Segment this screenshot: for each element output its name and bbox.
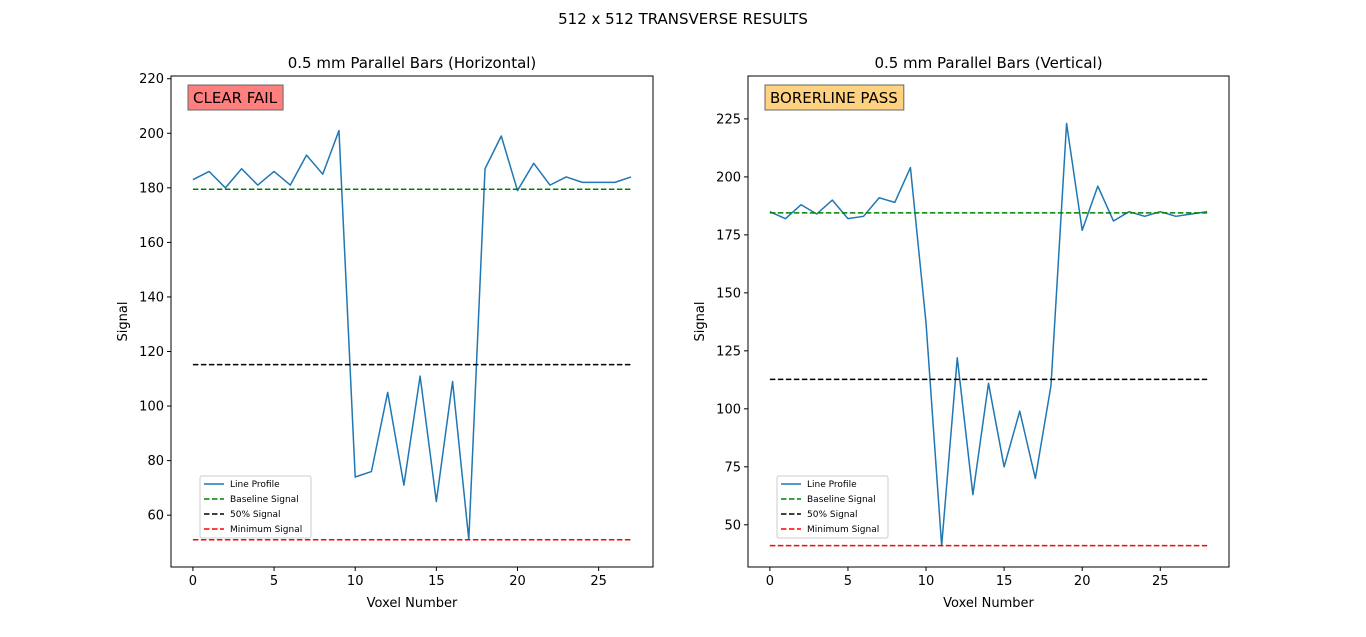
series-line-line-profile: [192, 129, 632, 541]
status-badge-text: CLEAR FAIL: [193, 89, 278, 107]
legend-label: Minimum Signal: [807, 525, 879, 535]
y-tick-label: 200: [716, 170, 741, 185]
y-tick-label: 175: [716, 228, 741, 243]
y-tick-label: 200: [139, 127, 164, 142]
y-tick-label: 80: [147, 454, 164, 469]
status-badge-box: [187, 84, 284, 111]
legend: Line Profile Baseline Signal 50% Signal Min…: [776, 475, 889, 539]
chart-title: 0.5 mm Parallel Bars (Horizontal): [288, 54, 537, 72]
x-tick-label: 0: [189, 574, 197, 589]
x-tick-label: 25: [590, 574, 607, 589]
legend-box: [199, 475, 312, 539]
legend-label: Baseline Signal: [230, 495, 299, 505]
y-tick-label: 180: [139, 181, 164, 196]
legend-box: [776, 475, 889, 539]
y-tick-label: 75: [724, 460, 741, 475]
legend-label: 50% Signal: [807, 510, 858, 520]
y-tick-label: 225: [716, 112, 741, 127]
x-axis-label: Voxel Number: [943, 596, 1034, 611]
x-tick-label: 25: [1152, 574, 1169, 589]
y-tick-label: 100: [716, 402, 741, 417]
y-tick-label: 60: [147, 509, 164, 524]
x-tick-label: 20: [1074, 574, 1091, 589]
y-tick-label: 160: [139, 236, 164, 251]
y-tick-label: 50: [724, 518, 741, 533]
x-tick-label: 15: [996, 574, 1013, 589]
vertical-bars-chart: 0.5 mm Parallel Bars (Vertical) 0 5 10 15 20 2…: [693, 54, 1230, 611]
status-badge: BORERLINE PASS: [764, 84, 905, 111]
y-tick-label: 100: [139, 400, 164, 415]
x-tick-label: 20: [509, 574, 526, 589]
legend: Line Profile Baseline Signal 50% Signal Min…: [199, 475, 312, 539]
y-tick-label: 120: [139, 345, 164, 360]
legend-label: Minimum Signal: [230, 525, 302, 535]
x-axis-label: Voxel Number: [367, 596, 458, 611]
y-tick-label: 140: [139, 290, 164, 305]
status-badge-box: [764, 84, 905, 111]
x-tick-label: 5: [844, 574, 852, 589]
plot-area-frame: [747, 75, 1230, 568]
y-tick-label: 125: [716, 344, 741, 359]
figure-suptitle: 512 x 512 TRANSVERSE RESULTS: [558, 10, 808, 28]
legend-label: Line Profile: [230, 480, 280, 490]
chart-title: 0.5 mm Parallel Bars (Vertical): [874, 54, 1102, 72]
x-tick-label: 0: [766, 574, 774, 589]
status-badge: CLEAR FAIL: [187, 84, 284, 111]
x-tick-label: 15: [428, 574, 445, 589]
legend-label: Baseline Signal: [807, 495, 876, 505]
y-tick-label: 220: [139, 72, 164, 87]
status-badge-text: BORERLINE PASS: [770, 89, 898, 107]
y-axis-label: Signal: [693, 302, 708, 342]
y-tick-label: 150: [716, 286, 741, 301]
horizontal-bars-chart: 0.5 mm Parallel Bars (Horizontal) 0 5 10 15 2…: [116, 54, 654, 611]
legend-label: Line Profile: [807, 480, 857, 490]
x-tick-label: 10: [918, 574, 935, 589]
y-axis-label: Signal: [116, 302, 131, 342]
legend-label: 50% Signal: [230, 510, 281, 520]
x-tick-label: 5: [270, 574, 278, 589]
plot-area-frame: [170, 75, 654, 568]
x-tick-label: 10: [347, 574, 364, 589]
